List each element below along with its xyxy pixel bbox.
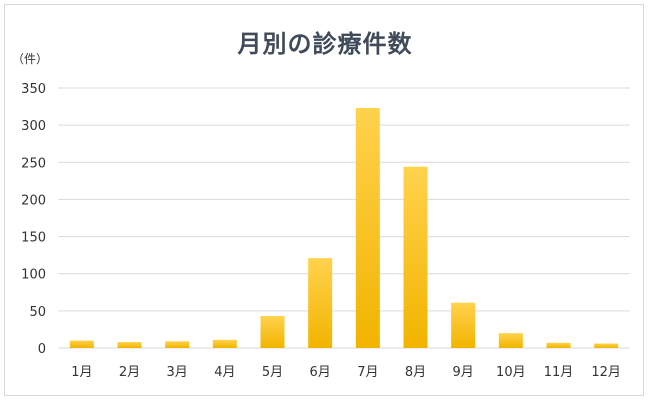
x-tick-label: 6月 — [310, 365, 331, 380]
bar-10 — [498, 333, 523, 348]
x-tick-label: 11月 — [544, 365, 574, 380]
y-axis-ticks: 0 50 100 150 200 250 300 350 — [21, 82, 46, 357]
x-tick-label: 3月 — [167, 365, 188, 380]
y-tick-label: 350 — [21, 82, 46, 97]
bars — [69, 108, 619, 348]
bar-12 — [594, 343, 619, 348]
x-tick-label: 2月 — [119, 365, 140, 380]
y-tick-label: 50 — [29, 305, 46, 320]
bar-3 — [165, 341, 190, 348]
y-tick-label: 200 — [21, 193, 46, 208]
bar-6 — [308, 258, 333, 348]
bar-8 — [403, 166, 428, 348]
bar-2 — [117, 342, 142, 348]
gridlines — [58, 87, 630, 349]
x-axis-ticks: 1月 2月 3月 4月 5月 6月 7月 8月 9月 10月 11月 12月 — [71, 365, 621, 380]
y-tick-label: 150 — [21, 231, 46, 246]
y-tick-label: 300 — [21, 119, 46, 134]
x-tick-label: 12月 — [591, 365, 621, 380]
x-tick-label: 4月 — [214, 365, 235, 380]
chart-title: 月別の診療件数 — [237, 30, 413, 58]
x-tick-label: 7月 — [357, 365, 378, 380]
bar-9 — [451, 302, 476, 348]
bar-5 — [260, 316, 285, 348]
y-axis-unit-label: （件） — [12, 52, 49, 66]
bar-11 — [546, 342, 571, 348]
bar-4 — [212, 339, 237, 348]
y-tick-label: 100 — [21, 268, 46, 283]
bar-1 — [69, 340, 94, 348]
x-tick-label: 10月 — [496, 365, 526, 380]
y-tick-label: 0 — [38, 342, 46, 357]
x-tick-label: 1月 — [71, 365, 92, 380]
y-tick-label: 250 — [21, 156, 46, 171]
x-tick-label: 9月 — [453, 365, 474, 380]
x-tick-label: 8月 — [405, 365, 426, 380]
bar-7 — [355, 108, 380, 348]
x-tick-label: 5月 — [262, 365, 283, 380]
